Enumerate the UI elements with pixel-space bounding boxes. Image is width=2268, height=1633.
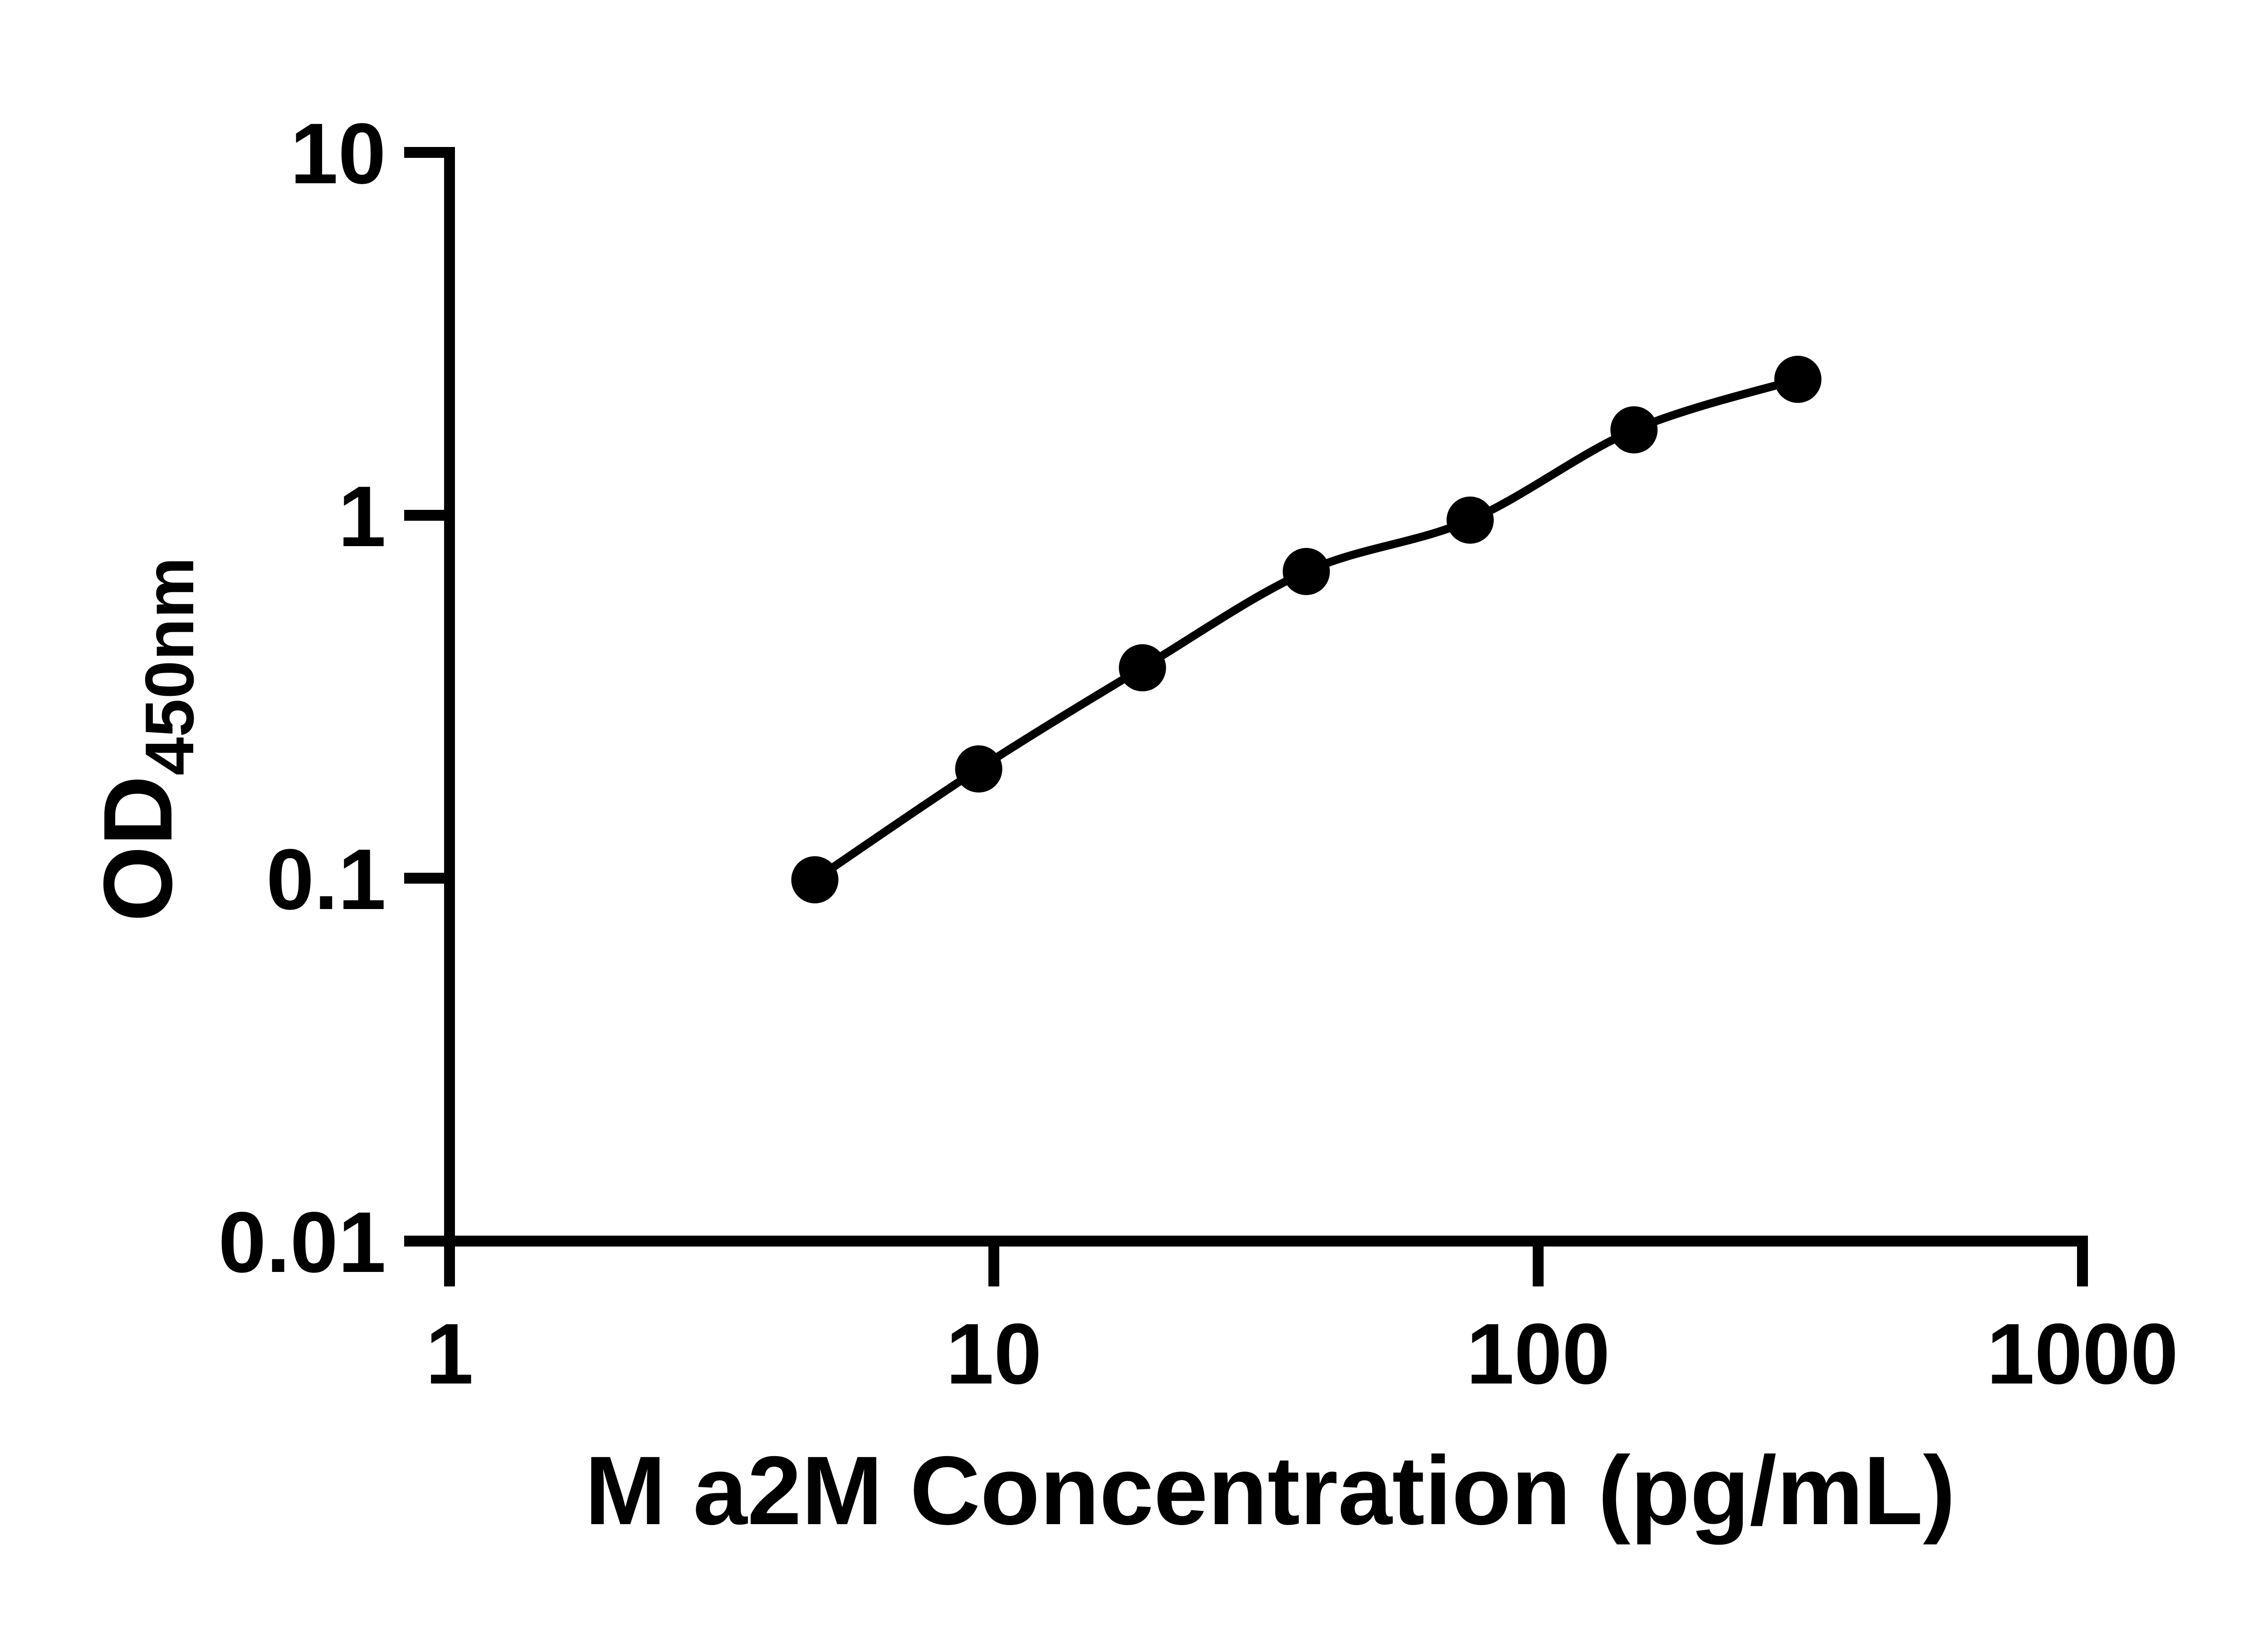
- svg-text:OD450nm: OD450nm: [83, 557, 208, 922]
- data-point: [1119, 644, 1166, 692]
- y-tick-label: 10: [290, 106, 386, 202]
- data-point: [1447, 496, 1494, 544]
- data-point: [1282, 548, 1330, 595]
- y-axis-title-subscript: 450nm: [131, 557, 208, 776]
- standard-curve-line: [812, 375, 1799, 883]
- x-tick-label: 10: [946, 1306, 1041, 1402]
- data-point: [1610, 406, 1658, 454]
- plot-layer: 1 10 100 1000 10 1 0.1 0.01: [218, 106, 2178, 1402]
- data-point: [791, 856, 839, 904]
- y-axis-title: OD450nm: [83, 557, 208, 922]
- y-tick-label: 0.1: [266, 831, 386, 928]
- axis-lines: [444, 147, 2088, 1247]
- y-tick-label: 1: [338, 469, 386, 565]
- data-point: [955, 745, 1002, 793]
- x-tick-label: 1: [425, 1306, 474, 1402]
- y-tick-label: 0.01: [218, 1194, 386, 1291]
- x-tick-label: 100: [1466, 1306, 1610, 1402]
- x-tick-label: 1000: [1987, 1306, 2179, 1402]
- x-axis-title: M a2M Concentration (pg/mL): [585, 1436, 1955, 1545]
- y-axis-title-main: OD: [83, 776, 192, 922]
- data-point: [1774, 356, 1822, 403]
